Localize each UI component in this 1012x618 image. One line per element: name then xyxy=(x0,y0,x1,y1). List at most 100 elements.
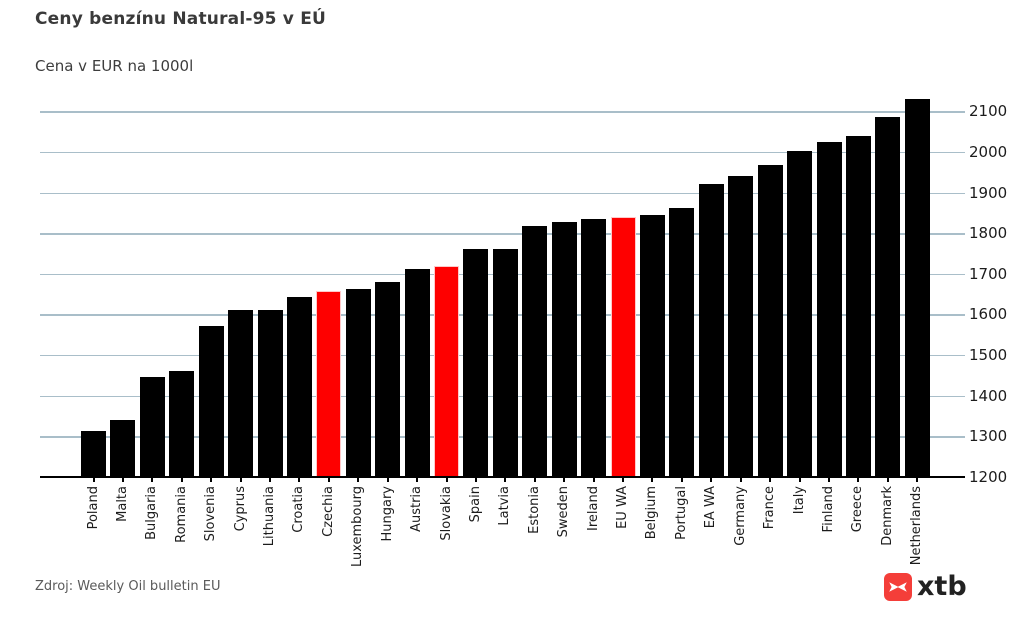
x-tick-hungary xyxy=(386,477,389,482)
x-tick-label-netherlands: Netherlands xyxy=(909,486,925,566)
bar-finland xyxy=(816,141,842,477)
x-tick-greece xyxy=(857,477,860,482)
x-tick-belgium xyxy=(651,477,654,482)
bar-belgium xyxy=(639,215,665,477)
y-tick-label-1200: 1200 xyxy=(969,468,1008,486)
x-tick-label-italy: Italy xyxy=(791,486,807,515)
y-tick-label-1500: 1500 xyxy=(969,346,1008,365)
x-tick-luxembourg xyxy=(357,477,360,482)
x-tick-latvia xyxy=(504,477,507,482)
bar-croatia xyxy=(286,297,312,477)
bar-lithuania xyxy=(257,309,283,477)
x-tick-label-latvia: Latvia xyxy=(497,486,513,526)
x-tick-czechia xyxy=(327,477,330,482)
bar-spain xyxy=(463,249,489,477)
x-tick-label-belgium: Belgium xyxy=(644,486,660,540)
x-tick-label-bulgaria: Bulgaria xyxy=(144,486,160,540)
x-tick-label-eu-wa: EU WA xyxy=(615,486,631,529)
bar-sweden xyxy=(551,222,577,477)
x-tick-finland xyxy=(828,477,830,482)
gridline-1900 xyxy=(40,192,965,194)
x-tick-romania xyxy=(180,477,183,482)
x-tick-eu-wa xyxy=(622,477,625,482)
bar-netherlands xyxy=(904,99,930,477)
x-tick-label-slovakia: Slovakia xyxy=(438,486,454,541)
xtb-logo: xtb xyxy=(884,572,967,602)
x-tick-netherlands xyxy=(916,477,919,482)
x-tick-ea-wa xyxy=(710,477,713,482)
x-tick-label-luxembourg: Luxembourg xyxy=(350,486,366,568)
chart-title: Ceny benzínu Natural-95 v EÚ xyxy=(35,9,327,29)
x-axis-line xyxy=(40,476,965,478)
x-tick-slovenia xyxy=(210,477,213,482)
x-tick-label-hungary: Hungary xyxy=(379,486,395,542)
bar-poland xyxy=(81,430,106,477)
bar-luxembourg xyxy=(345,288,371,477)
x-tick-label-ireland: Ireland xyxy=(585,486,601,531)
x-tick-bulgaria xyxy=(151,477,154,482)
bar-italy xyxy=(787,150,813,477)
x-tick-label-ea-wa: EA WA xyxy=(703,486,719,529)
y-axis-labels: 1200 1300 1400 1500 1600 1700 1800 1900 2000 2100 xyxy=(969,95,1012,485)
bar-bulgaria xyxy=(139,377,165,477)
bar-latvia xyxy=(492,249,518,477)
x-tick-croatia xyxy=(298,477,301,482)
x-tick-slovakia xyxy=(445,477,448,482)
gridline-2100 xyxy=(40,111,965,113)
bar-eu-wa xyxy=(610,216,636,477)
x-tick-spain xyxy=(474,477,477,482)
x-tick-ireland xyxy=(592,477,595,482)
bar-romania xyxy=(169,370,195,477)
x-tick-label-spain: Spain xyxy=(467,486,483,523)
bar-hungary xyxy=(375,281,401,477)
y-tick-label-1700: 1700 xyxy=(969,264,1008,283)
x-tick-label-sweden: Sweden xyxy=(556,486,572,538)
plot-area xyxy=(40,95,965,482)
bar-ireland xyxy=(581,218,607,477)
x-tick-label-lithuania: Lithuania xyxy=(262,486,278,547)
x-tick-label-portugal: Portugal xyxy=(673,486,689,540)
x-tick-label-austria: Austria xyxy=(409,486,425,532)
x-tick-france xyxy=(769,477,772,482)
bar-ea-wa xyxy=(698,184,724,477)
gridline-1800 xyxy=(40,233,965,235)
x-tick-label-croatia: Croatia xyxy=(291,486,307,533)
bar-france xyxy=(757,164,783,477)
xtb-logo-icon xyxy=(884,573,912,601)
x-tick-label-france: France xyxy=(762,486,778,530)
bar-czechia xyxy=(316,290,342,477)
y-tick-label-1400: 1400 xyxy=(969,386,1008,405)
x-tick-sweden xyxy=(563,477,566,482)
x-tick-denmark xyxy=(886,477,889,482)
y-tick-label-1900: 1900 xyxy=(969,183,1008,202)
bar-slovakia xyxy=(434,266,460,477)
x-tick-label-finland: Finland xyxy=(821,486,836,533)
x-tick-label-germany: Germany xyxy=(732,486,748,546)
bar-austria xyxy=(404,268,430,477)
x-tick-austria xyxy=(416,477,419,482)
x-tick-label-slovenia: Slovenia xyxy=(203,486,219,542)
chart-subtitle: Cena v EUR na 1000l xyxy=(35,57,194,75)
bar-greece xyxy=(845,135,871,477)
x-tick-italy xyxy=(798,477,801,482)
x-tick-germany xyxy=(739,477,742,482)
x-tick-label-greece: Greece xyxy=(850,486,866,533)
y-tick-label-1800: 1800 xyxy=(969,224,1008,243)
bar-denmark xyxy=(875,116,901,477)
x-tick-label-czechia: Czechia xyxy=(320,486,336,537)
xtb-logo-text: xtb xyxy=(917,571,967,602)
x-tick-portugal xyxy=(680,477,683,482)
source-note: Zdroj: Weekly Oil bulletin EU xyxy=(35,579,221,594)
bar-slovenia xyxy=(198,326,224,477)
y-tick-label-2000: 2000 xyxy=(969,142,1008,161)
x-tick-lithuania xyxy=(269,477,272,482)
x-tick-label-poland: Poland xyxy=(85,486,101,530)
bar-estonia xyxy=(522,226,548,477)
x-tick-label-estonia: Estonia xyxy=(526,486,542,534)
bar-germany xyxy=(728,175,754,477)
x-tick-estonia xyxy=(533,477,536,482)
bar-cyprus xyxy=(228,309,254,477)
x-tick-label-cyprus: Cyprus xyxy=(232,486,248,532)
x-tick-label-malta: Malta xyxy=(114,486,130,522)
bar-malta xyxy=(110,419,136,477)
